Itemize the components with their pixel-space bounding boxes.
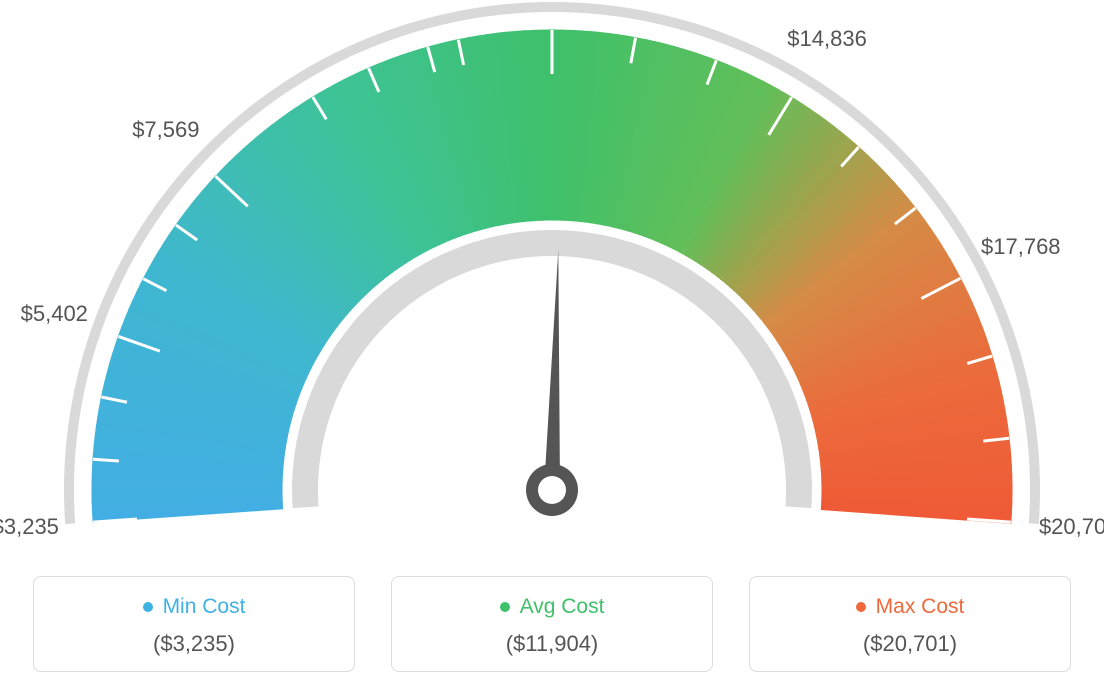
gauge-tick-label: $17,768 [981,234,1061,260]
gauge-tick-label: $20,701 [1039,514,1104,540]
avg-cost-value: ($11,904) [402,631,702,657]
gauge-tick-label: $14,836 [787,26,867,52]
gauge-tick-label: $5,402 [21,301,88,327]
legend-cards: Min Cost ($3,235) Avg Cost ($11,904) Max… [0,576,1104,672]
gauge-chart: $3,235$5,402$7,569$11,904$14,836$17,768$… [0,0,1104,540]
max-cost-value: ($20,701) [760,631,1060,657]
min-cost-value: ($3,235) [44,631,344,657]
max-cost-title: Max Cost [876,595,965,619]
min-cost-card: Min Cost ($3,235) [33,576,355,672]
min-cost-title: Min Cost [163,595,246,619]
min-dot-icon [143,602,153,612]
avg-cost-title: Avg Cost [520,595,605,619]
max-dot-icon [856,602,866,612]
max-cost-card: Max Cost ($20,701) [749,576,1071,672]
gauge-svg [0,0,1104,540]
avg-dot-icon [500,602,510,612]
avg-cost-card: Avg Cost ($11,904) [391,576,713,672]
gauge-tick-label: $3,235 [0,514,59,540]
gauge-tick-label: $7,569 [132,117,199,143]
